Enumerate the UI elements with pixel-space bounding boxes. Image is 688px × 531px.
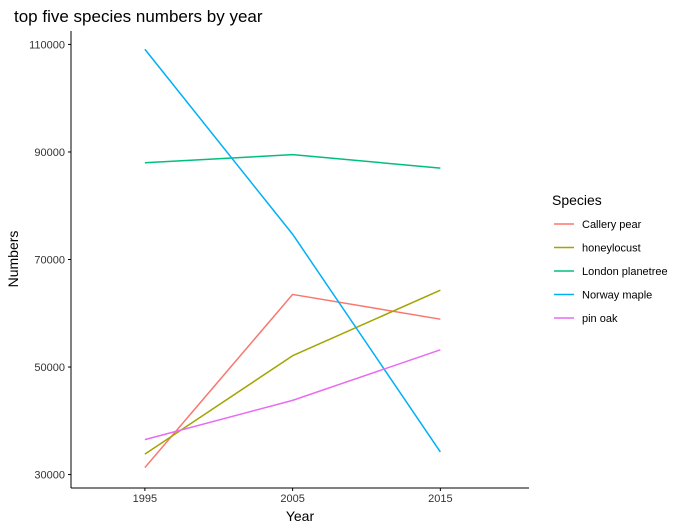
legend-label-norway-maple: Norway maple (582, 290, 652, 302)
x-tick-label: 1995 (133, 493, 157, 505)
y-tick-label: 50000 (34, 362, 65, 374)
series-line-honeylocust (144, 289, 441, 455)
x-tick-label: 2005 (280, 493, 304, 505)
legend-title: Species (552, 192, 602, 208)
series-line-norway-maple (144, 48, 441, 453)
y-tick-label: 90000 (34, 147, 65, 159)
legend-label-honeylocust: honeylocust (582, 243, 641, 255)
y-axis-title: Numbers (5, 231, 21, 288)
legend-item-honeylocust: honeylocust (554, 243, 641, 255)
y-tick-label: 110000 (29, 39, 65, 51)
x-axis-title: Year (286, 508, 315, 524)
legend-item-london-planetree: London planetree (554, 266, 668, 278)
legend-label-london-planetree: London planetree (582, 266, 668, 278)
series-line-pin-oak (144, 349, 441, 441)
legend-label-callery-pear: Callery pear (582, 219, 642, 231)
plot-area (144, 48, 441, 469)
legend-item-callery-pear: Callery pear (554, 219, 642, 231)
x-tick-label: 2015 (428, 493, 452, 505)
chart-title: top five species numbers by year (14, 7, 263, 26)
series-line-callery-pear (144, 293, 441, 469)
legend-label-pin-oak: pin oak (582, 313, 618, 325)
x-axis: 1995 2005 2015 (71, 487, 529, 505)
y-axis: 30000 50000 70000 90000 110000 (29, 31, 72, 488)
legend-items: Callery pear honeylocust London planetree N… (554, 219, 668, 325)
legend: Species Callery pear honeylocust London pl… (552, 192, 668, 325)
y-tick-label: 70000 (34, 255, 65, 267)
legend-item-norway-maple: Norway maple (554, 290, 652, 302)
series-line-london-planetree (144, 153, 441, 169)
y-tick-label: 30000 (34, 470, 65, 482)
legend-item-pin-oak: pin oak (554, 313, 618, 325)
